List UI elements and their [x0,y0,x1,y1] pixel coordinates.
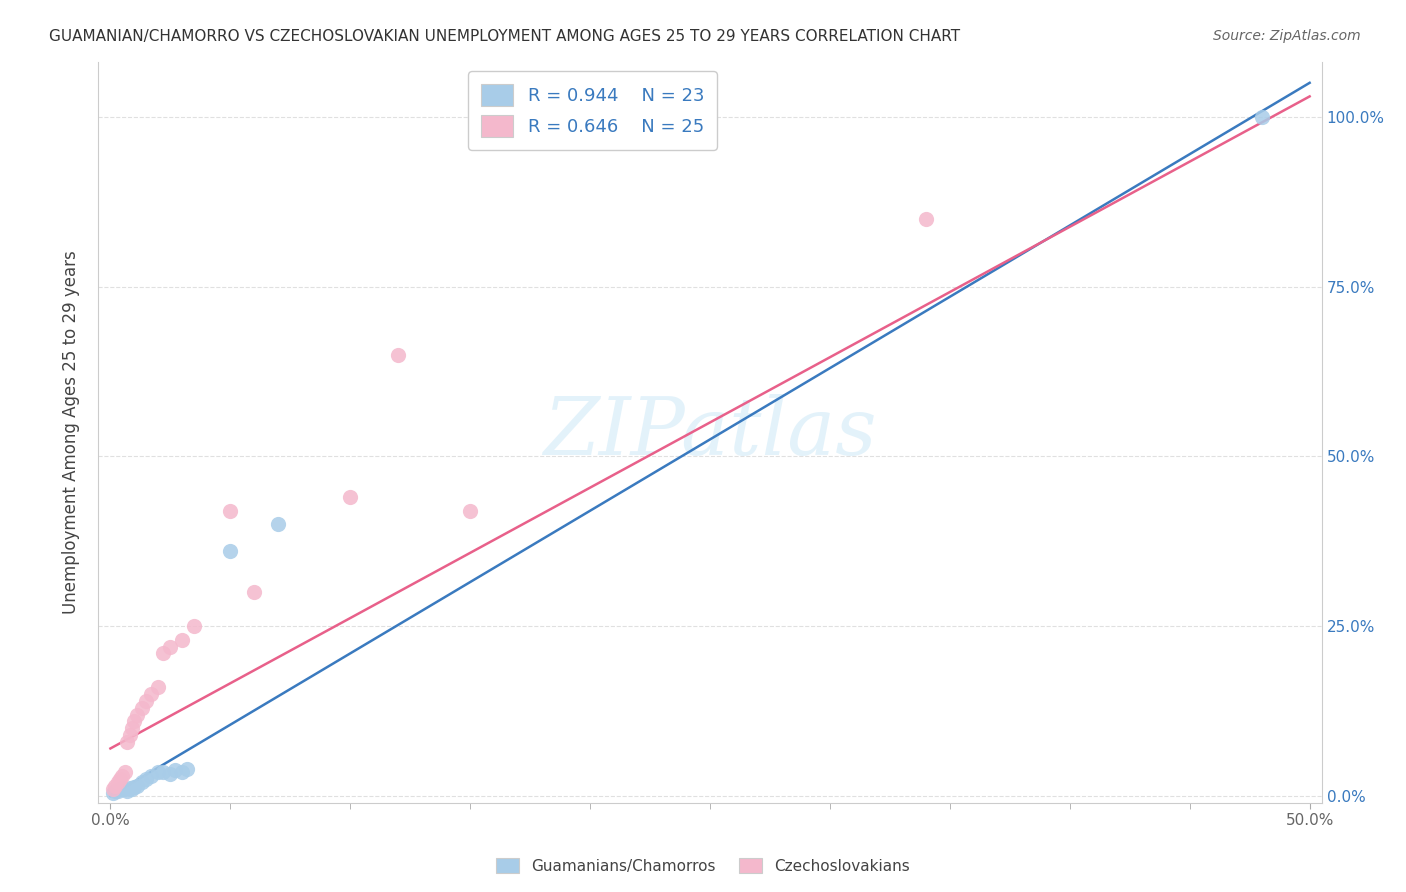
Point [104,784,127,798]
Point [108,772,131,786]
Point [1250,110,1272,124]
Point [111,780,134,795]
Point [114,782,136,797]
Text: GUAMANIAN/CHAMORRO VS CZECHOSLOVAKIAN UNEMPLOYMENT AMONG AGES 25 TO 29 YEARS COR: GUAMANIAN/CHAMORRO VS CZECHOSLOVAKIAN UN… [49,29,960,44]
Point [172,765,194,780]
Point [165,763,187,777]
Point [118,780,141,795]
Point [915,211,938,226]
Point [148,681,170,695]
Point [267,517,290,532]
Point [243,585,266,599]
Point [121,721,143,735]
Point [176,762,198,776]
Y-axis label: Unemployment Among Ages 25 to 29 years: Unemployment Among Ages 25 to 29 years [62,251,80,615]
Point [131,700,153,714]
Point [125,707,148,722]
Point [141,769,163,783]
Point [111,769,134,783]
Point [121,782,143,797]
Text: ZIPatlas: ZIPatlas [543,394,877,471]
Point [125,779,148,793]
Point [101,782,124,797]
Point [183,619,205,633]
Point [104,779,127,793]
Point [219,544,242,558]
Point [159,767,181,781]
Point [159,640,181,654]
Point [172,632,194,647]
Text: Source: ZipAtlas.com: Source: ZipAtlas.com [1213,29,1361,43]
Point [118,728,141,742]
Point [101,786,124,800]
Legend: R = 0.944    N = 23, R = 0.646    N = 25: R = 0.944 N = 23, R = 0.646 N = 25 [468,71,717,150]
Point [135,772,157,786]
Point [107,783,129,797]
Point [148,765,170,780]
Point [115,734,138,748]
Point [114,765,136,780]
Point [135,694,157,708]
Point [152,765,174,780]
Point [131,775,153,789]
Point [115,783,138,797]
Point [141,687,163,701]
Point [124,714,146,729]
Legend: Guamanians/Chamorros, Czechoslovakians: Guamanians/Chamorros, Czechoslovakians [491,852,915,880]
Point [124,780,146,794]
Point [339,490,361,504]
Point [107,775,129,789]
Point [152,646,174,660]
Point [387,347,409,361]
Point [458,504,481,518]
Point [219,504,242,518]
Point [108,782,131,797]
